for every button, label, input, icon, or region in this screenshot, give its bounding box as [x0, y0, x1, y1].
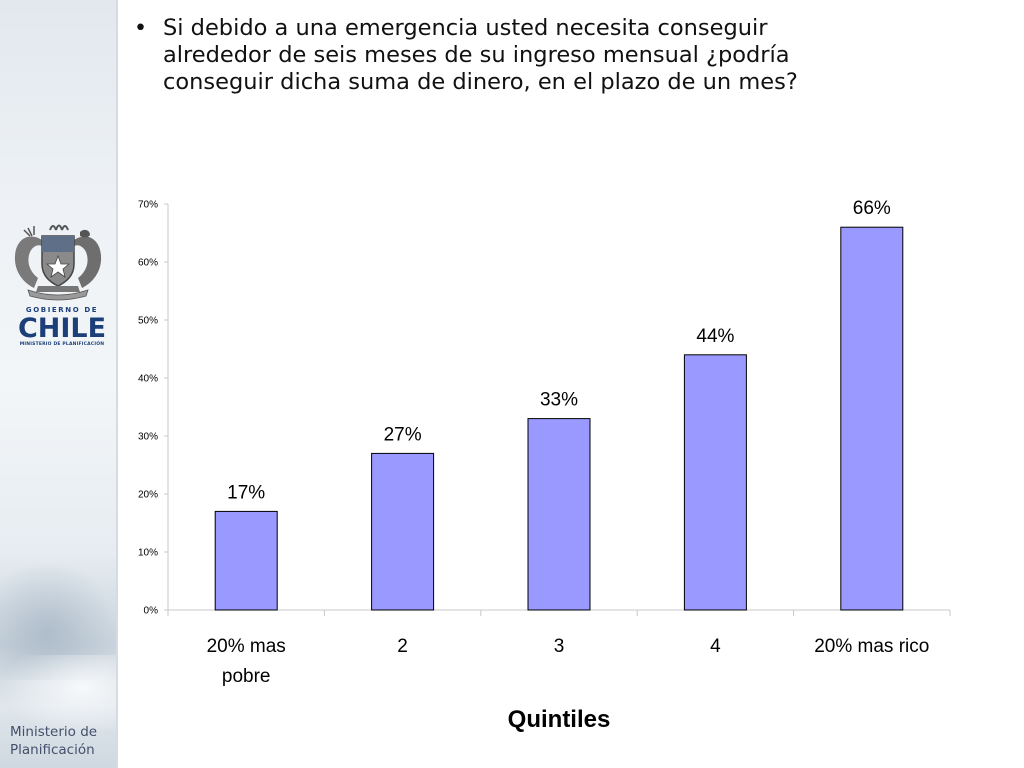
y-tick-label: 0%: [144, 606, 159, 617]
ministerio-small-label: MINISTERIO DE PLANIFICACIÓN: [19, 342, 105, 347]
footer-line-1: Ministerio de: [10, 724, 98, 740]
x-axis-title: Quintiles: [508, 706, 611, 733]
y-tick-label: 30%: [138, 432, 158, 443]
category-label: 20% mas: [207, 636, 286, 657]
footer-line-2: Planificación: [10, 742, 95, 758]
bar: [527, 418, 591, 611]
category-label: 2: [397, 636, 408, 657]
category-label: 3: [554, 636, 565, 657]
strip-edge: [116, 0, 118, 768]
data-label: 27%: [384, 424, 422, 445]
y-tick-label: 60%: [138, 258, 158, 269]
category-label: 20% mas rico: [814, 636, 929, 657]
data-label: 66%: [853, 198, 891, 219]
question-line-2: alrededor de seis meses de su ingreso me…: [163, 42, 790, 68]
y-tick-label: 10%: [138, 548, 158, 559]
data-label: 44%: [696, 326, 734, 347]
question-text: Si debido a una emergencia usted necesit…: [163, 15, 998, 96]
data-label: 17%: [227, 482, 265, 503]
data-label: 33%: [540, 390, 578, 411]
chart-labels: 17% 20% mas pobre 27% 2 33% 3 44% 4 66% 20% mas ri…: [207, 198, 930, 687]
bar: [683, 354, 747, 611]
y-tick-label: 50%: [138, 316, 158, 327]
question-line-3: conseguir dicha suma de dinero, en el pl…: [163, 69, 798, 95]
category-label: 4: [710, 636, 721, 657]
bar: [371, 452, 435, 611]
chile-logo-text: CHILE: [0, 313, 124, 344]
bullet-point: •: [133, 15, 148, 41]
y-tick-label: 20%: [138, 490, 158, 501]
chile-logo-word: CHILE: [17, 313, 107, 344]
bar: [214, 510, 278, 611]
gobierno-de-label: GOBIERNO DE: [25, 306, 99, 314]
category-label: pobre: [222, 666, 271, 687]
y-tick-label: 70%: [138, 200, 158, 211]
left-branding-strip: [0, 0, 118, 768]
y-tick-label: 40%: [138, 374, 158, 385]
footer-ministry-label: Ministerio de Planificación: [10, 723, 115, 759]
background-mist-light: [0, 655, 118, 735]
chile-coat-of-arms-icon: [14, 224, 102, 301]
bar: [840, 226, 904, 611]
survey-question: • Si debido a una emergencia usted neces…: [118, 15, 998, 96]
chart-bars: [214, 226, 904, 611]
question-line-1: Si debido a una emergencia usted necesit…: [163, 15, 768, 41]
